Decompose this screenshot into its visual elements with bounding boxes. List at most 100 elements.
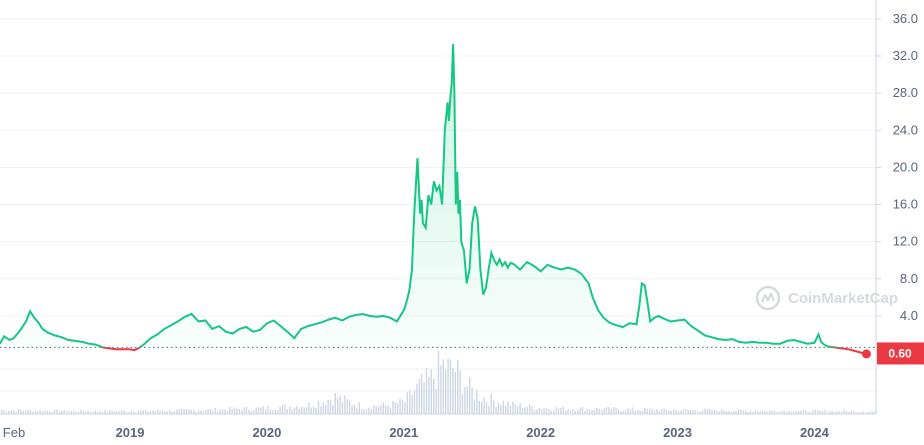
volume-bar [601, 410, 603, 414]
volume-bar [397, 403, 399, 414]
volume-bar [233, 407, 236, 414]
volume-bar [382, 402, 384, 414]
volume-bar [286, 409, 288, 414]
volume-bar [416, 383, 418, 414]
volume-bar [310, 407, 312, 414]
volume-bar [649, 408, 651, 414]
volume-bar [598, 408, 600, 414]
volume-bar [716, 410, 718, 414]
volume-bar [418, 378, 420, 414]
volume-bar [788, 410, 790, 414]
volume-bar [478, 400, 480, 414]
volume-bar [541, 409, 543, 414]
volume-bar [27, 409, 29, 414]
volume-bar [221, 409, 224, 414]
volume-bar [82, 411, 84, 414]
volume-bar [538, 407, 540, 414]
volume-bar [807, 411, 809, 414]
volume-bar [173, 411, 176, 414]
volume-bar [831, 410, 833, 414]
volume-bar [368, 407, 370, 414]
volume-bar [603, 408, 605, 414]
volume-bar [185, 408, 188, 414]
volume-bar [145, 409, 147, 414]
volume-bar [305, 406, 308, 414]
volume-bar [334, 392, 336, 414]
volume-bar [749, 410, 752, 414]
volume-bar [629, 408, 632, 414]
volume-bar [836, 410, 838, 414]
x-tick-label: Feb [3, 425, 25, 440]
volume-bar [785, 412, 788, 414]
volume-bar [548, 409, 550, 414]
volume-bar [593, 410, 596, 414]
volume-bar [452, 367, 454, 414]
volume-bar [797, 411, 800, 414]
volume-bar [661, 409, 663, 414]
volume-bar [373, 405, 375, 414]
volume-bar [517, 406, 519, 414]
volume-bar [351, 405, 353, 414]
volume-bar [303, 407, 305, 414]
volume-bar [524, 407, 526, 414]
volume-bar [15, 411, 17, 414]
volume-bar [51, 412, 53, 414]
y-tick-label: 12.0 [893, 234, 918, 249]
volume-bar [166, 411, 168, 414]
volume-bar [507, 401, 509, 414]
volume-bar [493, 400, 495, 414]
volume-bar [356, 408, 358, 414]
volume-bar [735, 410, 737, 414]
volume-bar [281, 404, 284, 414]
volume-bar [34, 410, 36, 414]
volume-bar [569, 409, 572, 414]
volume-bar [857, 412, 860, 414]
x-tick-label: 2024 [800, 425, 830, 440]
volume-bar [656, 409, 658, 414]
volume-bar [610, 409, 612, 414]
volume-bar [447, 358, 449, 414]
volume-bar [860, 412, 862, 414]
x-tick-label: 2023 [663, 425, 692, 440]
volume-bar [147, 411, 149, 414]
volume-bar [677, 411, 680, 414]
volume-bar [651, 408, 653, 414]
volume-bar [872, 411, 874, 414]
volume-bar [521, 408, 524, 414]
volume-bar [289, 406, 291, 414]
volume-bar [445, 369, 447, 414]
volume-bar [850, 410, 852, 414]
volume-bar [557, 408, 560, 414]
volume-bar [77, 411, 80, 414]
volume-bar [773, 410, 776, 414]
volume-bar [157, 409, 159, 414]
volume-bar [814, 409, 816, 414]
volume-bar [97, 411, 99, 414]
volume-bar [464, 386, 466, 414]
volume-bar [411, 394, 413, 414]
volume-bar [536, 409, 538, 414]
volume-bar [481, 401, 483, 414]
volume-bar [574, 410, 576, 414]
volume-bar [327, 399, 329, 414]
y-tick-label: 8.0 [900, 271, 918, 286]
volume-bar [555, 407, 557, 414]
volume-bar [190, 409, 192, 414]
volume-bar [317, 400, 320, 414]
volume-bar [113, 411, 116, 414]
volume-bar [776, 411, 778, 414]
volume-bar [805, 409, 807, 414]
volume-bar [75, 411, 77, 414]
volume-bar [401, 400, 404, 414]
volume-bar [706, 409, 708, 414]
volume-bar [375, 406, 377, 414]
volume-bar [617, 409, 620, 414]
volume-bar [483, 397, 485, 414]
volume-bar [20, 410, 22, 414]
volume-bar [469, 376, 471, 414]
volume-bar [205, 410, 207, 414]
volume-bar [560, 408, 562, 414]
volume-bar [149, 410, 152, 414]
volume-bar [265, 409, 267, 414]
volume-bar [181, 408, 183, 414]
